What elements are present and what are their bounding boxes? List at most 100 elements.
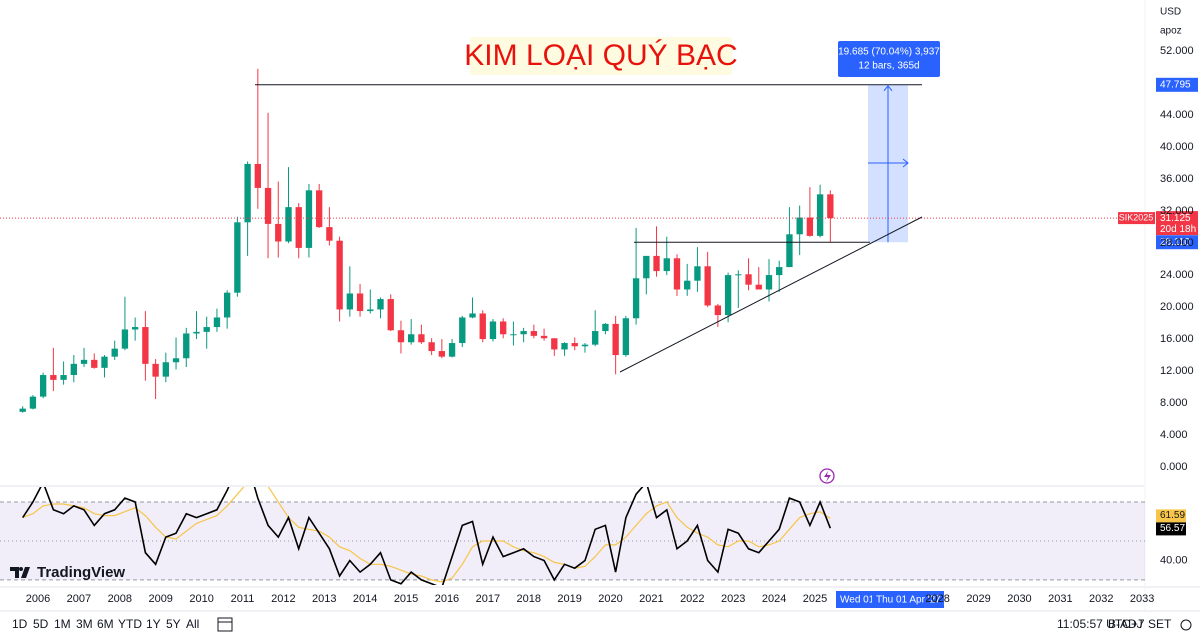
candle-body (336, 240, 343, 310)
x-tick-label: 2008 (108, 593, 132, 605)
candle-body (827, 194, 834, 219)
symbol-badge (1118, 212, 1155, 225)
candle-body (346, 293, 354, 310)
timeframe-button[interactable]: 5D (33, 617, 49, 631)
logo: TradingView (10, 564, 125, 581)
x-tick-label: 2023 (721, 593, 745, 605)
x-tick-label: 2011 (231, 593, 255, 605)
candle-body (469, 313, 476, 318)
rsi-badge (1156, 522, 1186, 536)
candle-body (489, 321, 497, 340)
measure-arrowhead (883, 85, 893, 92)
y-tick-label: 44.000 (1160, 109, 1194, 121)
candle-body (254, 163, 261, 188)
candle-body (816, 194, 824, 236)
timeframe-button[interactable]: 6M (97, 617, 114, 631)
candle-body (356, 293, 364, 312)
y-tick-label: 52.000 (1160, 45, 1194, 57)
x-tick-label: 2025 (803, 593, 827, 605)
candle-body (101, 356, 108, 368)
candle-body (530, 331, 538, 336)
date-label: Thu 01 Apr '27 (876, 595, 941, 606)
x-tick-label: 2029 (966, 593, 990, 605)
candle-body (29, 396, 37, 409)
candle-body (500, 321, 507, 335)
candle-body (602, 323, 609, 332)
measure-arrowhead (902, 158, 909, 168)
candle-body (663, 258, 670, 272)
trend-line[interactable] (619, 216, 923, 373)
date-badge (872, 591, 944, 608)
candle-body (704, 266, 711, 306)
rsi-ma-badge (1156, 509, 1186, 523)
candle-body (50, 375, 57, 380)
timeframe-button[interactable]: 5Y (166, 617, 181, 631)
candle-body (183, 333, 190, 359)
y-tick-label: 8.000 (1160, 397, 1188, 409)
x-tick-label: 2014 (353, 593, 377, 605)
logo-mark (10, 567, 30, 578)
candle-body (326, 227, 333, 241)
candle-body (131, 327, 139, 330)
calendar-icon[interactable] (217, 617, 233, 632)
x-tick-label: 2017 (476, 593, 500, 605)
settings-icon[interactable] (1180, 619, 1192, 631)
event-icon[interactable] (819, 468, 835, 484)
x-tick-label: 2021 (639, 593, 663, 605)
y-tick-label: 12.000 (1160, 365, 1194, 377)
candle-body (377, 299, 384, 310)
candle-body (193, 331, 200, 334)
date-badge (836, 591, 878, 608)
candle-body (19, 408, 26, 412)
x-tick-label: 2024 (762, 593, 786, 605)
rsi-label: 56.57 (1160, 523, 1185, 534)
session-toggle[interactable]: SET (1148, 617, 1172, 631)
adjust-toggle[interactable]: B-ADJ (1108, 617, 1143, 631)
x-tick-label: 2007 (67, 593, 91, 605)
x-tick-label: 2013 (312, 593, 336, 605)
timeframe-button[interactable]: 1M (54, 617, 71, 631)
x-tick-label: 2018 (517, 593, 541, 605)
candle-body (275, 223, 282, 242)
x-tick-label: 2028 (925, 593, 949, 605)
unit[interactable]: apoz (1160, 26, 1182, 37)
logo-dot (19, 567, 23, 571)
currency[interactable]: USD (1160, 7, 1181, 18)
candle-body (305, 190, 313, 248)
x-tick-label: 2020 (598, 593, 622, 605)
candle-body (745, 274, 752, 285)
candle-body (755, 284, 762, 290)
candle-body (428, 342, 435, 352)
candle-body (776, 267, 783, 276)
candle-body (540, 335, 548, 339)
rsi-tick-label: 40.00 (1160, 554, 1188, 566)
candle-body (581, 344, 589, 347)
rsi-line (22, 487, 832, 585)
x-tick-label: 2033 (1130, 593, 1154, 605)
candle-body (632, 278, 640, 319)
candle-body (612, 323, 619, 356)
timeframe-button[interactable]: 1D (12, 617, 28, 631)
x-tick-label: 2010 (189, 593, 213, 605)
candle-body (367, 309, 374, 312)
title-bg (470, 37, 732, 75)
y-tick-label: 20.000 (1160, 301, 1194, 313)
candle-body (551, 338, 558, 350)
timeframe-button[interactable]: 3M (76, 617, 93, 631)
x-tick-label: 2030 (1007, 593, 1031, 605)
symbol-label: SIK2025 (1119, 212, 1154, 222)
timeframe-button[interactable]: 1Y (146, 617, 161, 631)
level-label: 47.795 (1160, 79, 1191, 90)
toolbar: 11:05:57 UTC+7 B-ADJ SET 1D 5D 1M 3M 6M YTD 1Y… (12, 617, 1192, 632)
candle-body (70, 363, 77, 376)
candle-body (418, 334, 425, 343)
candle-body (459, 317, 466, 344)
clock[interactable]: 11:05:57 UTC+7 (1057, 617, 1145, 631)
candle-body (39, 375, 47, 397)
x-tick-label: 2019 (557, 593, 581, 605)
timeframe-button[interactable]: YTD (118, 617, 142, 631)
candle-body (387, 299, 394, 331)
y-tick-label: 28.000 (1160, 237, 1194, 249)
timeframe-button[interactable]: All (186, 617, 199, 631)
candle-body (315, 190, 323, 228)
